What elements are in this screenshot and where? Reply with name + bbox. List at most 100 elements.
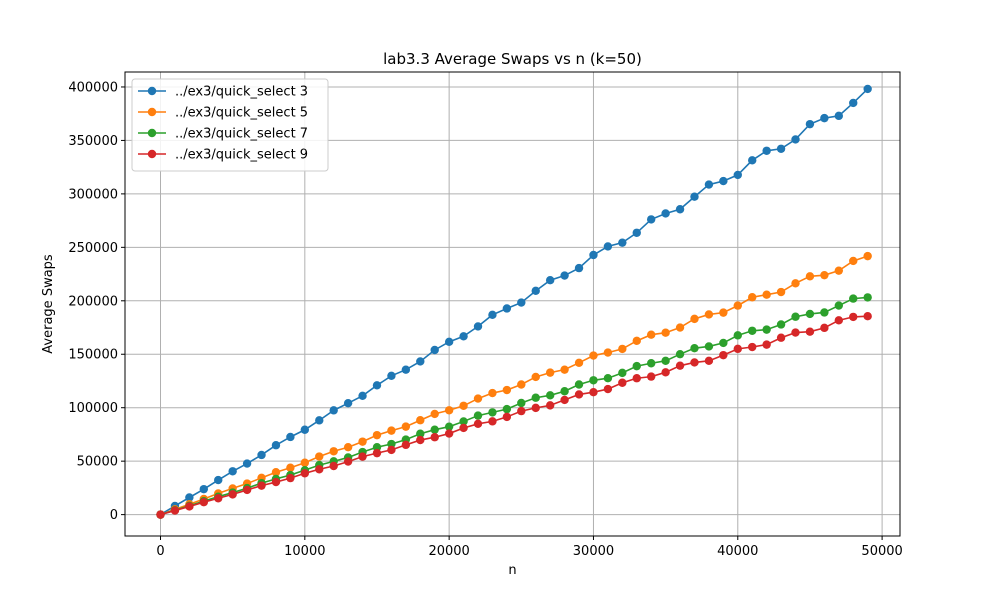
y-tick-label: 400000 xyxy=(68,80,118,95)
data-point xyxy=(459,423,468,433)
legend-swatch-marker xyxy=(147,149,157,159)
data-point xyxy=(560,395,569,405)
data-point xyxy=(545,276,555,285)
data-point xyxy=(199,484,208,494)
data-point xyxy=(430,433,439,442)
data-point xyxy=(574,358,584,368)
data-point xyxy=(834,266,844,275)
data-point xyxy=(863,293,872,302)
data-point xyxy=(372,443,382,452)
plot-frame xyxy=(124,71,901,537)
legend-box xyxy=(131,78,329,172)
data-point xyxy=(257,481,266,490)
data-point xyxy=(834,316,844,325)
data-point xyxy=(517,406,526,416)
data-point xyxy=(300,469,310,478)
x-tick-label: 10000 xyxy=(284,544,325,559)
data-point xyxy=(675,323,685,332)
data-point xyxy=(849,312,858,322)
data-point xyxy=(416,429,425,438)
data-point xyxy=(849,256,858,266)
data-point xyxy=(863,251,872,261)
data-point xyxy=(185,502,194,511)
data-point xyxy=(156,510,165,519)
data-point xyxy=(632,374,641,383)
data-point xyxy=(343,443,353,452)
data-point xyxy=(300,425,310,434)
data-point xyxy=(358,452,367,461)
data-point xyxy=(242,485,252,495)
series-1 xyxy=(156,84,872,519)
data-point xyxy=(646,359,656,368)
ticks: 0 10000 20000 30000 40000 50000 0 50000 100000 15… xyxy=(68,80,902,559)
y-axis-label: Average Swaps xyxy=(41,254,56,354)
data-point xyxy=(416,357,425,366)
data-point xyxy=(805,119,815,129)
data-point xyxy=(762,340,771,349)
data-point xyxy=(632,361,641,371)
data-point xyxy=(473,394,483,403)
data-point xyxy=(416,435,425,445)
data-point xyxy=(444,429,454,438)
legend-entry-label: ../ex3/quick_select 5 xyxy=(175,106,308,121)
data-point xyxy=(675,361,685,370)
data-point xyxy=(271,441,281,450)
legend-swatch-marker xyxy=(147,128,157,138)
data-point xyxy=(733,344,742,354)
data-point xyxy=(589,376,598,385)
legend-entry-label: ../ex3/quick_select 7 xyxy=(175,127,308,142)
data-point xyxy=(820,113,829,123)
data-point xyxy=(762,146,771,155)
data-point xyxy=(762,290,771,299)
data-point xyxy=(574,263,584,273)
x-tick-label: 20000 xyxy=(428,544,469,559)
data-point xyxy=(473,419,483,428)
y-tick-label: 150000 xyxy=(68,348,118,363)
data-point xyxy=(329,406,338,415)
data-point xyxy=(719,308,728,317)
data-point xyxy=(603,384,613,394)
data-point xyxy=(661,209,670,218)
y-tick-label: 300000 xyxy=(68,187,118,202)
data-point xyxy=(488,408,497,417)
y-tick-label: 100000 xyxy=(68,401,118,416)
data-point xyxy=(805,327,815,336)
data-point xyxy=(473,411,483,420)
data-point xyxy=(387,439,396,449)
data-point xyxy=(531,372,540,382)
data-point xyxy=(444,422,454,431)
data-point xyxy=(589,388,598,397)
data-point xyxy=(863,312,872,321)
data-point xyxy=(228,467,237,476)
x-tick-label: 30000 xyxy=(573,544,614,559)
data-point xyxy=(618,344,627,354)
data-point xyxy=(820,270,829,280)
data-point xyxy=(401,365,411,374)
data-point xyxy=(315,465,324,474)
data-point xyxy=(733,331,742,340)
data-point xyxy=(603,374,613,383)
data-point xyxy=(502,404,512,414)
data-point xyxy=(286,463,295,472)
data-point xyxy=(228,490,237,499)
data-point xyxy=(690,192,699,201)
legend-entry-label: ../ex3/quick_select 3 xyxy=(175,85,308,100)
data-point xyxy=(315,416,324,425)
data-point xyxy=(502,412,512,422)
y-tick-label: 0 xyxy=(110,508,118,523)
data-point xyxy=(286,473,295,483)
data-point xyxy=(531,393,540,402)
data-point xyxy=(733,170,742,180)
data-point xyxy=(459,332,468,341)
data-point xyxy=(704,180,714,189)
data-point xyxy=(805,309,815,319)
data-point xyxy=(646,215,656,224)
data-point xyxy=(271,468,281,477)
data-point xyxy=(632,228,641,237)
data-point xyxy=(430,345,439,355)
data-point xyxy=(820,308,829,317)
data-point xyxy=(719,338,728,348)
data-point xyxy=(834,111,844,121)
data-point xyxy=(343,398,353,408)
